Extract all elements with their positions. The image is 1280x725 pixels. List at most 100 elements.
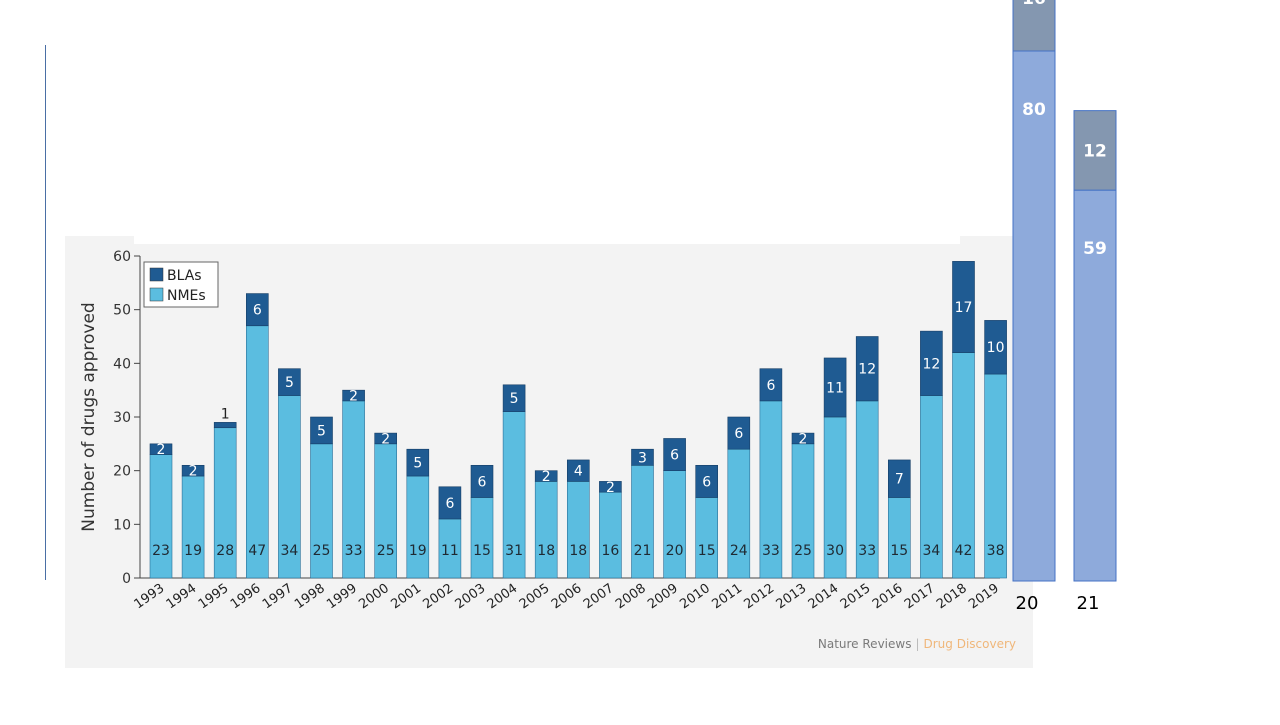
bar-label-nmes: 20 — [666, 543, 684, 559]
bar-blas — [438, 486, 462, 520]
bar-blas — [759, 368, 783, 402]
bar-blas — [502, 384, 526, 412]
bar-label-nmes: 34 — [280, 543, 298, 559]
bar-blas — [727, 416, 751, 450]
bar-label-nmes: 23 — [152, 543, 170, 559]
bar-label-nmes: 19 — [409, 543, 427, 559]
bar-label-blas: 5 — [317, 423, 326, 439]
bar-nmes — [887, 497, 911, 579]
bar-label-nmes: 21 — [634, 543, 652, 559]
bar-label-blas: 1 — [221, 406, 230, 422]
side-bar-upper — [1073, 110, 1117, 191]
bar-nmes — [406, 475, 430, 579]
side-bar-label-lower: 80 — [1022, 100, 1046, 120]
bar-label-blas: 7 — [895, 472, 904, 488]
bar-label-blas: 2 — [606, 480, 615, 496]
bar-blas — [342, 389, 365, 402]
source-journal: Drug Discovery — [924, 637, 1017, 651]
bar-label-blas: 2 — [189, 464, 198, 480]
bar-label-nmes: 25 — [794, 543, 812, 559]
bar-label-nmes: 15 — [698, 543, 716, 559]
bar-blas — [246, 293, 269, 327]
side-bar-category-label: 20 — [1016, 593, 1039, 614]
y-tick-label: 20 — [113, 464, 131, 480]
side-bar-category-label: 21 — [1077, 593, 1100, 614]
bar-label-blas: 2 — [542, 469, 551, 485]
source-separator: | — [915, 637, 919, 651]
bar-label-nmes: 31 — [505, 543, 523, 559]
source-credit: Nature Reviews | Drug Discovery — [818, 637, 1016, 651]
bar-label-nmes: 18 — [537, 543, 555, 559]
side-bar-label-lower: 59 — [1083, 239, 1107, 259]
y-axis-title: Number of drugs approved — [79, 302, 99, 531]
bar-label-nmes: 30 — [826, 543, 844, 559]
bar-label-nmes: 25 — [377, 543, 395, 559]
bar-blas — [310, 416, 333, 445]
bar-blas — [920, 330, 943, 396]
legend-swatch-nmes — [149, 287, 164, 302]
bar-label-nmes: 16 — [601, 543, 619, 559]
bar-nmes — [534, 481, 558, 579]
bar-label-blas: 6 — [478, 474, 487, 490]
bar-label-nmes: 15 — [473, 543, 491, 559]
bar-label-nmes: 33 — [345, 543, 363, 559]
y-tick-label: 10 — [113, 517, 131, 533]
bar-blas — [887, 459, 911, 498]
bar-blas — [631, 448, 654, 466]
y-tick-label: 30 — [113, 410, 131, 426]
bar-blas — [534, 470, 558, 482]
bar-blas — [278, 368, 301, 396]
bar-nmes — [246, 325, 269, 579]
bar-blas — [695, 464, 719, 498]
bar-label-nmes: 25 — [313, 543, 331, 559]
bar-label-blas: 2 — [349, 389, 358, 405]
bar-label-blas: 6 — [702, 474, 711, 490]
bar-blas — [599, 481, 622, 493]
bar-blas — [181, 464, 205, 477]
bar-label-nmes: 11 — [441, 543, 459, 559]
bar-nmes — [663, 470, 686, 579]
y-tick-label: 50 — [113, 303, 131, 319]
bar-label-blas: 11 — [826, 380, 844, 396]
bar-label-blas: 6 — [670, 448, 679, 464]
bar-blas — [406, 448, 430, 477]
bar-blas — [663, 438, 686, 471]
bar-nmes — [470, 497, 494, 579]
bar-label-nmes: 33 — [858, 543, 876, 559]
bar-blas — [566, 459, 590, 482]
bar-label-blas: 5 — [510, 391, 519, 407]
bar-label-blas: 3 — [638, 450, 647, 466]
bar-label-blas: 10 — [987, 340, 1005, 356]
bar-label-nmes: 42 — [955, 543, 973, 559]
bar-label-nmes: 38 — [987, 543, 1005, 559]
left-vertical-rule — [45, 45, 46, 580]
y-tick-label: 40 — [113, 356, 131, 372]
bar-blas — [470, 464, 494, 498]
side-bar-lower — [1012, 50, 1056, 582]
bar-label-blas: 6 — [766, 378, 775, 394]
bar-label-blas: 2 — [799, 431, 808, 447]
y-tick-label: 0 — [122, 571, 131, 587]
legend-label-blas: BLAs — [167, 268, 202, 284]
bar-label-blas: 12 — [858, 362, 876, 378]
legend-swatch-blas — [149, 267, 164, 282]
bar-nmes — [566, 481, 590, 579]
bar-label-blas: 2 — [381, 431, 390, 447]
bar-nmes — [631, 464, 654, 579]
legend: BLAs NMEs — [143, 261, 219, 308]
bar-blas — [213, 422, 237, 429]
bar-label-nmes: 19 — [184, 543, 202, 559]
bar-label-blas: 17 — [955, 300, 973, 316]
bar-label-blas: 5 — [285, 375, 294, 391]
bar-blas — [374, 432, 398, 445]
bar-label-nmes: 28 — [216, 543, 234, 559]
bar-label-blas: 4 — [574, 464, 583, 480]
side-bar-label-upper: 12 — [1083, 141, 1107, 161]
bar-blas — [855, 336, 879, 402]
bar-nmes — [599, 491, 622, 579]
bar-blas — [791, 432, 815, 445]
y-axis-ticks: 0 10 20 30 40 50 60 — [113, 249, 140, 587]
bar-blas — [149, 443, 173, 455]
